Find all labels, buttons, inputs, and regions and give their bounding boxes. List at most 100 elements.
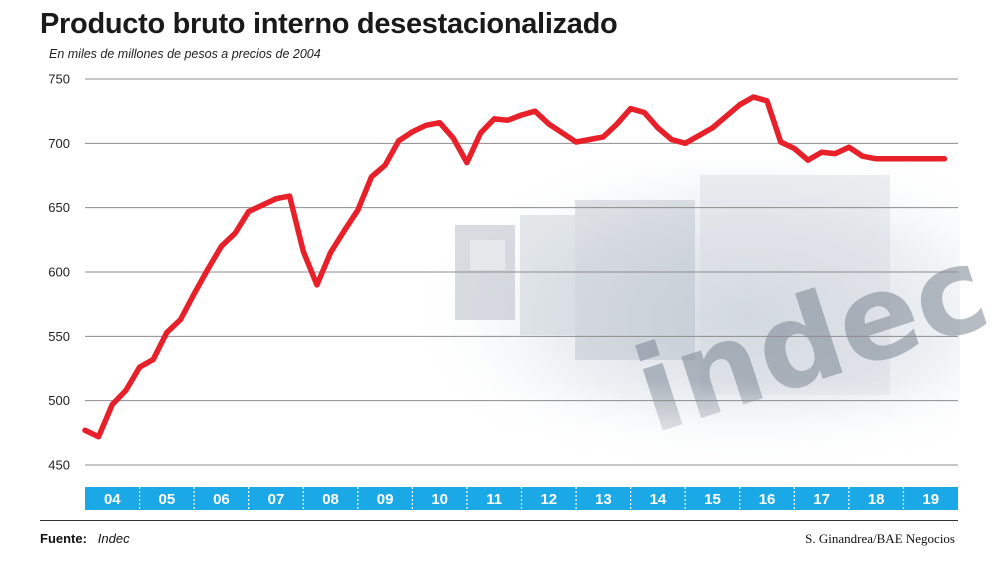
y-tick-label: 600 — [48, 265, 70, 280]
data-point — [150, 356, 156, 363]
x-tick-label: 17 — [813, 491, 830, 508]
x-tick-label: 13 — [595, 491, 612, 508]
data-point — [778, 139, 784, 145]
data-point — [191, 291, 197, 297]
data-point — [437, 120, 443, 126]
data-point — [655, 125, 661, 131]
data-point — [791, 145, 797, 152]
data-point — [382, 162, 388, 168]
data-point — [859, 153, 866, 159]
data-point — [423, 122, 429, 128]
data-point — [682, 140, 688, 146]
x-tick-label: 06 — [213, 491, 230, 508]
y-tick-label: 700 — [48, 136, 70, 151]
footer-divider — [40, 520, 958, 521]
y-axis: 450 500 550 600 650 700 750 — [48, 72, 70, 473]
data-point — [450, 135, 456, 141]
data-point — [137, 364, 143, 370]
data-point — [464, 160, 470, 166]
data-point — [846, 144, 852, 150]
y-tick-label: 550 — [48, 329, 70, 344]
data-point — [505, 117, 511, 123]
data-point — [887, 156, 893, 162]
x-tick-label: 12 — [540, 491, 557, 508]
x-tick-label: 09 — [377, 491, 394, 508]
gridlines — [85, 78, 958, 466]
data-point — [327, 250, 334, 256]
credit-note: S. Ginandrea/BAE Negocios — [805, 531, 955, 546]
data-point — [928, 156, 934, 162]
x-tick-label: 04 — [104, 491, 121, 508]
source-note: Fuente: Indec — [40, 531, 130, 546]
data-point — [478, 130, 484, 136]
data-point — [246, 208, 252, 215]
data-point — [273, 196, 279, 202]
y-tick-label: 500 — [48, 393, 70, 408]
y-tick-label: 450 — [48, 458, 70, 473]
data-point — [668, 136, 675, 143]
data-point — [832, 151, 838, 157]
x-tick-label: 18 — [868, 491, 885, 508]
data-point — [696, 133, 702, 139]
data-point — [900, 156, 907, 162]
data-point — [123, 387, 129, 393]
background-photo: indec — [400, 160, 1000, 470]
data-point — [628, 106, 634, 112]
data-point — [109, 401, 115, 408]
data-point — [914, 156, 920, 162]
data-point — [750, 94, 757, 100]
data-point — [491, 116, 497, 122]
x-tick-label: 19 — [922, 491, 939, 508]
data-point — [82, 427, 88, 433]
source-label: Fuente: — [40, 531, 87, 546]
data-point — [232, 230, 238, 236]
y-tick-label: 650 — [48, 200, 70, 215]
series-line-layer — [82, 94, 948, 440]
data-point — [409, 129, 415, 135]
data-point — [805, 157, 811, 163]
data-point — [819, 149, 825, 155]
x-tick-label: 10 — [431, 491, 448, 508]
series-line — [82, 94, 948, 440]
x-tick-label: 07 — [268, 491, 285, 508]
data-point — [587, 136, 593, 143]
data-point — [396, 138, 402, 144]
chart-title: Producto bruto interno desestacionalizad… — [40, 8, 618, 40]
data-point — [532, 108, 538, 114]
data-point — [287, 193, 293, 199]
data-point — [300, 248, 306, 254]
y-tick-label: 750 — [48, 72, 70, 87]
data-point — [518, 112, 525, 118]
data-point — [573, 139, 579, 145]
data-point — [341, 228, 347, 234]
data-point — [205, 266, 211, 272]
data-point — [164, 329, 170, 336]
data-point — [314, 282, 320, 288]
data-point — [737, 102, 743, 108]
data-point — [723, 113, 729, 119]
data-point — [355, 207, 361, 213]
data-point — [259, 202, 265, 208]
chart-subtitle: En miles de millones de pesos a precios … — [49, 47, 321, 61]
x-tick-label: 14 — [650, 491, 667, 508]
data-point — [559, 130, 566, 136]
data-point — [614, 121, 620, 127]
x-tick-label: 16 — [759, 491, 776, 508]
data-point — [873, 156, 879, 162]
data-point — [764, 98, 770, 104]
data-point — [368, 174, 375, 180]
data-point — [177, 317, 184, 323]
source-value: Indec — [97, 531, 130, 546]
x-tick-label: 05 — [159, 491, 176, 508]
data-point — [600, 134, 606, 140]
data-point — [941, 156, 948, 162]
data-point — [96, 434, 102, 440]
x-tick-label: 15 — [704, 491, 721, 508]
data-point — [709, 125, 716, 131]
x-tick-label: 11 — [486, 491, 502, 508]
data-point — [641, 109, 647, 116]
data-point — [546, 121, 552, 127]
data-point — [218, 243, 224, 249]
x-axis-band: 04 05 06 07 08 09 10 11 12 13 14 15 16 17 18 19 — [85, 487, 958, 510]
